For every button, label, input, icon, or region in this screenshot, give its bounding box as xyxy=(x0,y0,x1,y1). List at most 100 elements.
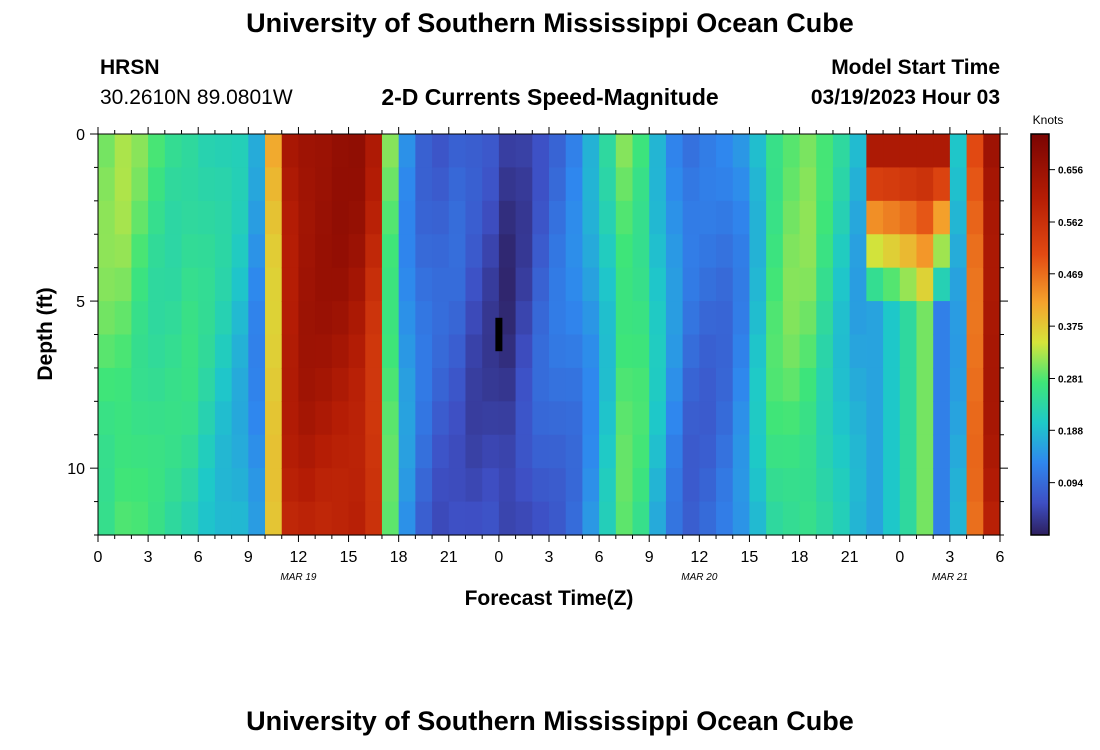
heatmap-cell xyxy=(983,134,1001,169)
heatmap-cell xyxy=(615,334,634,369)
heatmap-cell xyxy=(298,468,316,503)
heatmap-cell xyxy=(432,167,450,202)
heatmap-cell xyxy=(632,434,650,469)
heatmap-cell xyxy=(148,401,166,436)
heatmap-cell xyxy=(98,267,116,302)
heatmap-cell xyxy=(448,167,467,202)
heatmap-cell xyxy=(732,234,751,269)
heatmap-cell xyxy=(549,301,567,336)
heatmap-cell xyxy=(532,468,550,503)
heatmap-cell xyxy=(281,401,300,436)
heatmap-cell xyxy=(549,468,567,503)
heatmap-cell xyxy=(599,501,617,536)
heatmap-cell xyxy=(632,468,650,503)
heatmap-cell xyxy=(465,234,483,269)
heatmap-cell xyxy=(398,401,416,436)
heatmap-cell xyxy=(365,234,383,269)
heatmap-cell xyxy=(98,401,116,436)
heatmap-cell xyxy=(549,234,567,269)
heatmap-cell xyxy=(682,134,700,169)
heatmap-cell xyxy=(498,434,517,469)
heatmap-cell xyxy=(198,134,216,169)
heatmap-cell xyxy=(832,434,851,469)
heatmap-cell xyxy=(381,401,400,436)
heatmap-cell xyxy=(465,167,483,202)
heatmap-cell xyxy=(515,367,533,402)
heatmap-cell xyxy=(966,334,984,369)
heatmap-cell xyxy=(148,301,166,336)
heatmap-cell xyxy=(782,367,801,402)
heatmap-cell xyxy=(716,434,734,469)
heatmap-cell xyxy=(949,334,968,369)
heatmap-cell xyxy=(983,234,1001,269)
heatmap-cell xyxy=(766,468,784,503)
heatmap-cell xyxy=(265,468,283,503)
heatmap-cell xyxy=(214,301,233,336)
heatmap-cell xyxy=(415,200,433,235)
heatmap-cell xyxy=(98,301,116,336)
heatmap-cell xyxy=(849,401,867,436)
heatmap-cell xyxy=(916,234,934,269)
heatmap-cell xyxy=(281,200,300,235)
heatmap-cell xyxy=(665,367,684,402)
heatmap-cell xyxy=(899,501,918,536)
heatmap-cell xyxy=(148,267,166,302)
heatmap-cell xyxy=(131,468,149,503)
heatmap-cell xyxy=(682,401,700,436)
heatmap-cell xyxy=(649,367,667,402)
heatmap-cell xyxy=(632,334,650,369)
heatmap-cell xyxy=(682,267,700,302)
heatmap-cell xyxy=(265,401,283,436)
heatmap-cell xyxy=(281,501,300,536)
heatmap-cell xyxy=(98,234,116,269)
heatmap-cell xyxy=(832,200,851,235)
heatmap-cell xyxy=(749,401,767,436)
heatmap-cell xyxy=(849,167,867,202)
heatmap-cell xyxy=(682,301,700,336)
x-tick-label: 3 xyxy=(144,549,153,566)
colorbar-tick-label: 0.469 xyxy=(1058,270,1083,281)
heatmap-cell xyxy=(315,334,333,369)
heatmap-cell xyxy=(716,401,734,436)
heatmap-cell xyxy=(615,167,634,202)
y-tick-label: 0 xyxy=(76,127,85,144)
heatmap-cell xyxy=(348,267,366,302)
heatmap-cell xyxy=(348,134,366,169)
heatmap-cell xyxy=(699,334,717,369)
heatmap-cell xyxy=(933,468,951,503)
heatmap-cell xyxy=(716,234,734,269)
heatmap-cell xyxy=(849,134,867,169)
heatmap-cell xyxy=(782,234,801,269)
heatmap-cell xyxy=(766,334,784,369)
heatmap-cell xyxy=(966,367,984,402)
heatmap-cell xyxy=(665,434,684,469)
heatmap-cell xyxy=(599,367,617,402)
heatmap-cell xyxy=(966,134,984,169)
heatmap-cell xyxy=(933,334,951,369)
heatmap-cell xyxy=(632,167,650,202)
heatmap-cell xyxy=(933,401,951,436)
heatmap-cell xyxy=(298,301,316,336)
heatmap-cell xyxy=(799,468,817,503)
heatmap-cell xyxy=(248,267,266,302)
heatmap-cell xyxy=(482,267,500,302)
heatmap-cell xyxy=(365,267,383,302)
heatmap-cell xyxy=(883,434,901,469)
heatmap-cell xyxy=(649,267,667,302)
heatmap-cell xyxy=(381,301,400,336)
black-marker xyxy=(495,317,503,352)
heatmap-cell xyxy=(565,334,583,369)
heatmap-cell xyxy=(448,401,467,436)
heatmap-cell xyxy=(432,267,450,302)
heatmap-cell xyxy=(315,468,333,503)
heatmap-cell xyxy=(498,200,517,235)
heatmap-cell xyxy=(632,301,650,336)
heatmap-cell xyxy=(832,167,851,202)
heatmap-cell xyxy=(131,234,149,269)
heatmap-cell xyxy=(682,167,700,202)
heatmap-cell xyxy=(398,134,416,169)
heatmap-cell xyxy=(866,167,884,202)
heatmap-cell xyxy=(532,334,550,369)
heatmap-cell xyxy=(782,501,801,536)
heatmap-cell xyxy=(916,200,934,235)
